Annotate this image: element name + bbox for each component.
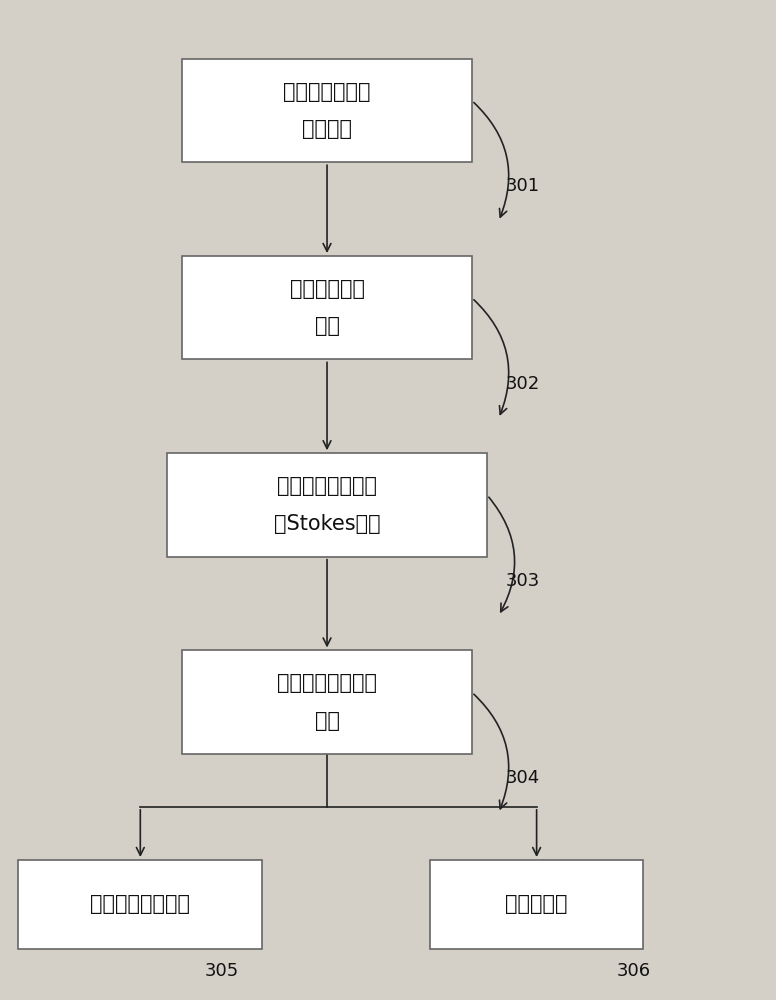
Text: 样本: 样本 — [314, 316, 340, 336]
Text: 获得频域信号: 获得频域信号 — [289, 279, 365, 299]
FancyBboxPatch shape — [182, 256, 472, 359]
Text: 距离: 距离 — [314, 711, 340, 731]
Text: 306: 306 — [617, 962, 651, 980]
FancyBboxPatch shape — [19, 860, 262, 949]
Text: 计算极化距离方差: 计算极化距离方差 — [90, 894, 190, 914]
FancyBboxPatch shape — [182, 59, 472, 162]
Text: 计算相邻频点极化: 计算相邻频点极化 — [277, 673, 377, 693]
FancyBboxPatch shape — [430, 860, 643, 949]
Text: 对到达时域信号: 对到达时域信号 — [283, 82, 371, 102]
FancyBboxPatch shape — [182, 650, 472, 754]
Text: 域Stokes矢量: 域Stokes矢量 — [274, 514, 380, 534]
FancyBboxPatch shape — [167, 453, 487, 557]
Text: 进行采样: 进行采样 — [302, 119, 352, 139]
Text: 303: 303 — [506, 572, 540, 590]
Text: 301: 301 — [506, 177, 540, 195]
Text: 302: 302 — [506, 375, 540, 393]
Text: 获得接收信号的频: 获得接收信号的频 — [277, 476, 377, 496]
Text: 305: 305 — [205, 962, 239, 980]
Text: 计算门限值: 计算门限值 — [505, 894, 568, 914]
Text: 304: 304 — [506, 769, 540, 787]
